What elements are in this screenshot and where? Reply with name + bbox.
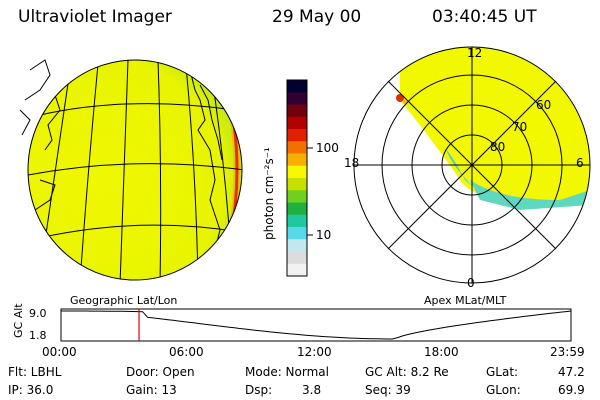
mlat-label-80: 80 <box>490 140 506 154</box>
altitude-ytick-min: 1.8 <box>29 329 47 342</box>
glat-label: GLat: <box>486 365 519 379</box>
glon-label: GLon: <box>486 383 521 397</box>
altitude-ytick-max: 9.0 <box>29 307 47 320</box>
xtick-0000: 00:00 <box>42 345 77 359</box>
colorbar-segment <box>287 190 307 203</box>
observation-date: 29 May 00 <box>272 7 362 27</box>
glat-value: 47.2 <box>558 365 585 379</box>
observation-time: 03:40:45 UT <box>432 7 537 27</box>
colorbar-segment <box>287 251 307 265</box>
colorbar-segment <box>287 227 307 240</box>
mlt-label-bottom: 0 <box>467 276 475 290</box>
colorbar-tick-100: 100 <box>316 141 339 155</box>
colorbar-unit: photon cm⁻²s⁻¹ <box>262 147 276 240</box>
colorbar-segment <box>287 263 307 277</box>
door-label: Door: Open <box>126 365 195 379</box>
colorbar-segment <box>287 153 307 167</box>
mlt-label-right: 6 <box>576 156 584 170</box>
instrument-title: Ultraviolet Imager <box>18 7 172 27</box>
altitude-ylabel: GC Alt <box>12 303 25 338</box>
xtick-1200: 12:00 <box>297 345 332 359</box>
colorbar-segment <box>287 165 307 179</box>
altitude-plot <box>60 308 572 342</box>
mlat-label-60: 60 <box>536 98 552 112</box>
right-map-caption: Apex MLat/MLT <box>424 294 507 307</box>
gain-label: Gain: 13 <box>126 383 177 397</box>
colorbar-segment <box>287 80 307 93</box>
xtick-1800: 18:00 <box>424 345 459 359</box>
dsp-value: 3.8 <box>302 383 322 397</box>
xtick-2359: 23:59 <box>550 345 585 359</box>
left-map-caption: Geographic Lat/Lon <box>70 294 178 307</box>
colorbar-segment <box>287 202 307 216</box>
filter-label: Flt: LBHL <box>8 365 62 379</box>
dsp-label: Dsp: <box>245 383 273 397</box>
colorbar-segment <box>287 239 307 252</box>
gc-alt-label: GC Alt: 8.2 Re <box>365 365 449 379</box>
geographic-globe <box>19 59 243 281</box>
polar-plot <box>353 46 591 284</box>
colorbar-segment <box>287 178 307 191</box>
colorbar-tick-10: 10 <box>316 228 332 242</box>
colorbar <box>286 79 313 277</box>
mlt-label-top: 12 <box>467 46 483 60</box>
mode-label: Mode: Normal <box>245 365 329 379</box>
colorbar-segment <box>287 116 307 130</box>
colorbar-segment <box>287 104 307 118</box>
seq-label: Seq: 39 <box>365 383 411 397</box>
mlt-label-left: 18 <box>344 156 360 170</box>
colorbar-segment <box>287 214 307 228</box>
mlat-label-70: 70 <box>512 120 528 134</box>
colorbar-segment <box>287 141 307 154</box>
colorbar-segment <box>287 92 307 105</box>
xtick-0600: 06:00 <box>169 345 204 359</box>
ip-label: IP: 36.0 <box>8 383 54 397</box>
colorbar-segment <box>287 129 307 142</box>
glon-value: 69.9 <box>558 383 585 397</box>
